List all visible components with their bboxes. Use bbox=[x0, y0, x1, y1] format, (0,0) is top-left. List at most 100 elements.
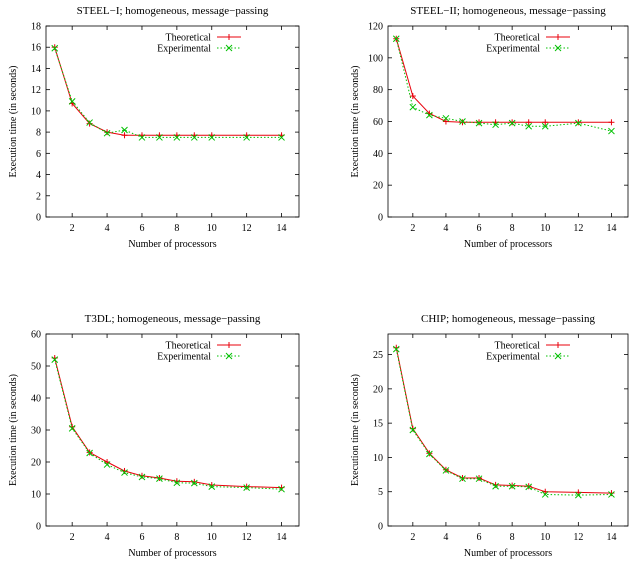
data-point-experimental bbox=[208, 483, 216, 490]
marker-stroke bbox=[86, 449, 93, 457]
marker-stroke bbox=[392, 35, 400, 43]
data-point-theoretical bbox=[476, 119, 483, 126]
marker-stroke bbox=[208, 483, 216, 490]
data-point-theoretical bbox=[243, 483, 250, 490]
chart-title: T3DL; homogeneous, message−passing bbox=[85, 313, 261, 325]
legend-label-experimental: Experimental bbox=[157, 352, 211, 363]
data-point-experimental bbox=[51, 44, 59, 52]
data-point-experimental bbox=[190, 479, 198, 487]
chart-panel-3: T3DL; homogeneous, message−passing 2 4 6 8 10… bbox=[8, 313, 300, 559]
marker-stroke bbox=[173, 134, 181, 141]
marker-stroke bbox=[409, 103, 417, 111]
chart-title: STEEL−I; homogeneous, message−passing bbox=[77, 5, 269, 17]
data-point-theoretical bbox=[442, 118, 449, 125]
data-point-experimental bbox=[121, 126, 128, 134]
x-tick-label: 8 bbox=[510, 532, 515, 543]
legend-label-theoretical: Theoretical bbox=[165, 33, 211, 44]
data-point-theoretical bbox=[121, 132, 128, 139]
y-axis-label: Execution time (in seconds) bbox=[8, 374, 19, 486]
x-tick-label: 2 bbox=[70, 223, 75, 234]
y-tick-label: 120 bbox=[368, 22, 383, 33]
data-point-experimental bbox=[409, 103, 417, 111]
series-line-experimental bbox=[395, 349, 612, 496]
marker-stroke bbox=[426, 111, 433, 119]
marker-stroke bbox=[541, 122, 549, 130]
data-point-theoretical bbox=[608, 119, 615, 126]
marker-stroke bbox=[459, 118, 466, 125]
data-point-theoretical bbox=[104, 129, 111, 136]
data-point-experimental bbox=[243, 484, 251, 491]
x-axis-label: Number of processors bbox=[128, 548, 216, 559]
data-point-theoretical bbox=[608, 490, 615, 497]
x-tick-label: 6 bbox=[477, 532, 482, 543]
legend-marker bbox=[554, 44, 562, 52]
data-point-experimental bbox=[278, 485, 285, 493]
chart-panel-4: CHIP; homogeneous, message−passing 2 4 6 8 10… bbox=[350, 313, 629, 559]
y-tick-label: 60 bbox=[31, 330, 41, 341]
data-point-experimental bbox=[475, 119, 483, 127]
y-tick-label: 8 bbox=[36, 128, 41, 139]
marker-stroke bbox=[475, 475, 483, 483]
marker-stroke bbox=[190, 134, 198, 141]
marker-stroke bbox=[51, 44, 59, 52]
marker-stroke bbox=[121, 469, 128, 476]
legend-label-theoretical: Theoretical bbox=[494, 341, 540, 352]
y-tick-label: 5 bbox=[378, 487, 383, 498]
x-tick-label: 10 bbox=[207, 532, 217, 543]
marker-stroke bbox=[278, 485, 285, 493]
data-point-theoretical bbox=[86, 120, 93, 127]
data-point-experimental bbox=[426, 111, 433, 119]
y-tick-label: 4 bbox=[36, 170, 41, 181]
x-tick-label: 14 bbox=[606, 223, 616, 234]
y-tick-label: 14 bbox=[31, 64, 41, 75]
marker-stroke bbox=[68, 97, 76, 105]
y-tick-label: 0 bbox=[378, 213, 383, 224]
data-point-experimental bbox=[68, 97, 76, 105]
data-point-experimental bbox=[121, 469, 128, 476]
y-tick-label: 100 bbox=[368, 53, 383, 64]
x-tick-label: 14 bbox=[606, 532, 616, 543]
y-tick-label: 15 bbox=[373, 419, 383, 430]
x-tick-label: 6 bbox=[139, 223, 144, 234]
data-point-experimental bbox=[86, 119, 93, 126]
marker-stroke bbox=[138, 134, 146, 141]
x-tick-label: 14 bbox=[277, 532, 287, 543]
x-tick-label: 4 bbox=[443, 223, 448, 234]
data-point-experimental bbox=[541, 122, 549, 130]
x-tick-label: 6 bbox=[477, 223, 482, 234]
x-tick-label: 8 bbox=[510, 223, 515, 234]
y-tick-label: 18 bbox=[31, 22, 41, 33]
y-tick-label: 20 bbox=[373, 181, 383, 192]
y-axis-label: Execution time (in seconds) bbox=[350, 66, 361, 178]
x-tick-label: 8 bbox=[174, 223, 179, 234]
data-point-experimental bbox=[426, 450, 433, 458]
data-point-experimental bbox=[475, 475, 483, 483]
x-tick-label: 4 bbox=[105, 223, 110, 234]
data-point-experimental bbox=[508, 482, 516, 490]
data-point-theoretical bbox=[542, 119, 549, 126]
data-point-experimental bbox=[574, 491, 582, 499]
y-tick-label: 10 bbox=[31, 490, 41, 501]
legend-marker bbox=[225, 352, 233, 360]
marker-stroke bbox=[608, 491, 615, 498]
y-tick-label: 6 bbox=[36, 149, 41, 160]
data-point-experimental bbox=[278, 134, 285, 141]
marker-stroke bbox=[243, 134, 251, 141]
y-tick-label: 0 bbox=[36, 522, 41, 533]
series-line-theoretical bbox=[54, 357, 282, 489]
data-point-experimental bbox=[608, 491, 615, 498]
y-tick-label: 0 bbox=[378, 522, 383, 533]
marker-stroke bbox=[156, 134, 163, 141]
marker-stroke bbox=[541, 491, 549, 498]
plot-frame bbox=[45, 25, 300, 218]
data-point-experimental bbox=[173, 134, 181, 141]
y-tick-label: 16 bbox=[31, 43, 41, 54]
marker-stroke bbox=[508, 119, 516, 127]
legend-marker bbox=[554, 352, 562, 360]
data-point-theoretical bbox=[542, 488, 549, 495]
marker-stroke bbox=[525, 122, 533, 130]
x-tick-label: 12 bbox=[242, 223, 252, 234]
marker-stroke bbox=[574, 491, 582, 499]
data-point-theoretical bbox=[138, 472, 145, 479]
